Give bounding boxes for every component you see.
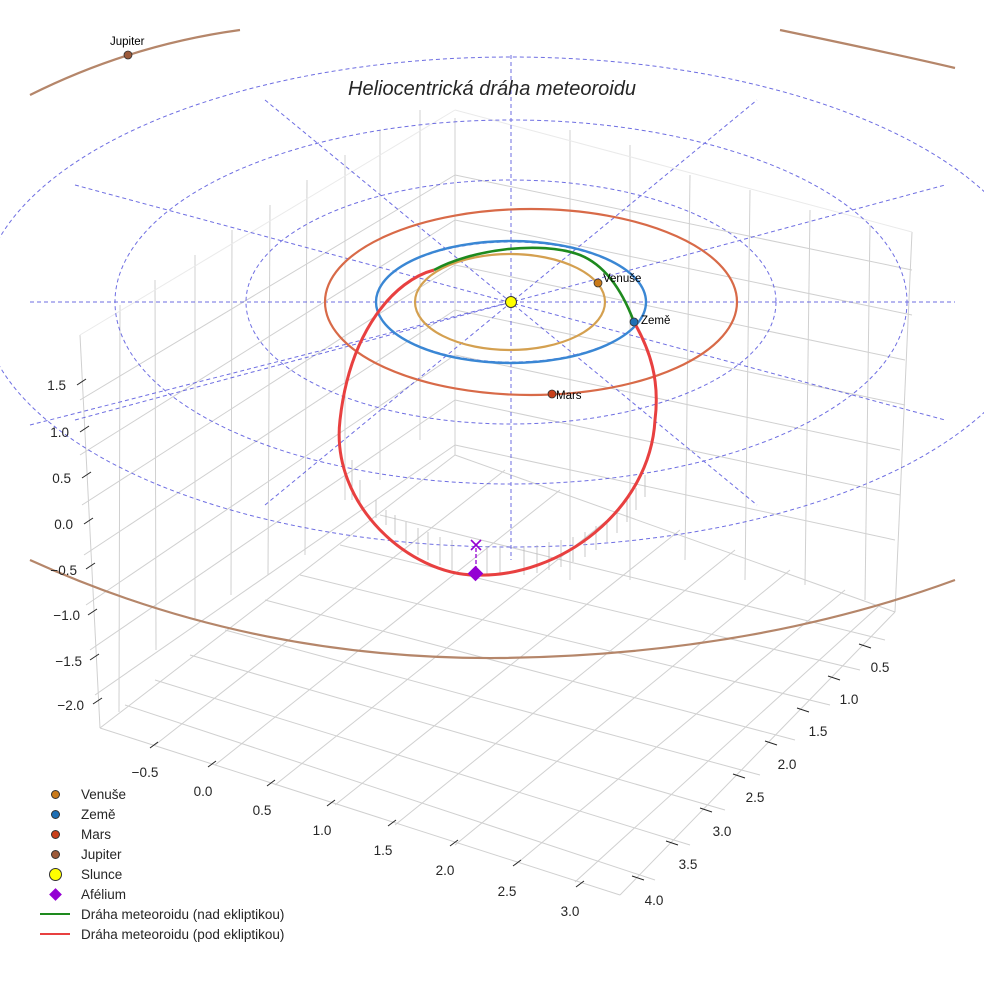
svg-text:1.5: 1.5 <box>47 378 66 393</box>
x-axis-labels: −0.5 0.0 0.5 1.0 1.5 2.0 2.5 3.0 <box>132 765 580 919</box>
jupiter-orbit <box>29 28 956 660</box>
svg-text:0.5: 0.5 <box>52 471 71 486</box>
legend-item-earth: Země <box>38 804 284 824</box>
sun-dot-icon <box>48 867 62 881</box>
mars-dot-icon <box>50 829 60 839</box>
svg-text:−1.0: −1.0 <box>53 608 80 623</box>
legend-item-sun: Slunce <box>38 864 284 884</box>
earth-marker <box>629 317 639 327</box>
svg-text:0.0: 0.0 <box>54 517 73 532</box>
legend-label: Venuše <box>81 786 127 802</box>
y-axis-labels: 0.5 1.0 1.5 2.0 2.5 3.0 3.5 4.0 <box>645 660 890 908</box>
y-axis-ticks <box>631 643 872 881</box>
venus-orbit <box>413 252 607 352</box>
jupiter-label: Jupiter <box>110 36 145 48</box>
z-axis-labels: 1.5 1.0 0.5 0.0 −0.5 −1.0 −1.5 −2.0 <box>47 378 84 713</box>
svg-text:3.0: 3.0 <box>713 824 732 839</box>
x-axis-ticks <box>149 741 585 888</box>
legend-label: Afélium <box>81 886 127 902</box>
earth-orbit <box>374 239 648 365</box>
green-line-icon <box>40 913 70 915</box>
legend-label: Mars <box>81 826 111 842</box>
mars-orbit <box>323 207 739 397</box>
svg-text:1.0: 1.0 <box>50 425 69 440</box>
legend-item-mars: Mars <box>38 824 284 844</box>
legend-item-orbit-below: Dráha meteoroidu (pod ekliptikou) <box>38 924 284 944</box>
chart-title: Heliocentrická dráha meteoroidu <box>348 78 636 100</box>
jupiter-dot-icon <box>50 849 60 859</box>
diamond-icon <box>48 887 62 901</box>
svg-text:2.0: 2.0 <box>778 757 797 772</box>
meteoroid-orbit-above <box>433 246 636 323</box>
svg-text:2.5: 2.5 <box>498 884 517 899</box>
svg-text:0.0: 0.0 <box>194 784 213 799</box>
svg-text:−0.5: −0.5 <box>50 563 77 578</box>
red-line-icon <box>40 933 70 935</box>
venus-marker <box>593 278 603 288</box>
sun-marker <box>505 296 517 308</box>
legend-item-orbit-above: Dráha meteoroidu (nad ekliptikou) <box>38 904 284 924</box>
legend-item-jupiter: Jupiter <box>38 844 284 864</box>
legend: Venuše Země Mars Jupiter Slunce Afélium … <box>38 784 284 944</box>
legend-label: Jupiter <box>81 846 122 862</box>
aphelion-projection-icon <box>470 539 482 551</box>
meteoroid-drop-lines <box>351 460 646 575</box>
svg-text:2.0: 2.0 <box>436 863 455 878</box>
svg-text:1.0: 1.0 <box>840 692 859 707</box>
legend-label: Slunce <box>81 866 123 882</box>
legend-label: Země <box>81 806 116 822</box>
jupiter-marker <box>123 50 133 60</box>
venus-dot-icon <box>50 789 60 799</box>
earth-dot-icon <box>50 809 60 819</box>
svg-text:3.0: 3.0 <box>561 904 580 919</box>
mars-marker <box>547 389 557 399</box>
svg-text:−1.5: −1.5 <box>55 654 82 669</box>
legend-label: Dráha meteoroidu (nad ekliptikou) <box>81 906 285 922</box>
svg-text:2.5: 2.5 <box>746 790 765 805</box>
polar-grid <box>0 55 984 560</box>
svg-text:1.5: 1.5 <box>809 724 828 739</box>
svg-text:1.5: 1.5 <box>374 843 393 858</box>
mars-label: Mars <box>556 390 582 402</box>
svg-text:1.0: 1.0 <box>313 823 332 838</box>
svg-text:−0.5: −0.5 <box>132 765 159 780</box>
svg-text:−2.0: −2.0 <box>57 698 84 713</box>
legend-item-venus: Venuše <box>38 784 284 804</box>
svg-text:0.5: 0.5 <box>871 660 890 675</box>
earth-label: Země <box>641 315 670 327</box>
z-axis-ticks <box>76 378 103 705</box>
meteoroid-orbit-below <box>337 268 658 577</box>
pane-grid <box>79 109 913 896</box>
svg-text:0.5: 0.5 <box>253 803 272 818</box>
venus-label: Venuše <box>603 273 641 285</box>
svg-text:3.5: 3.5 <box>679 857 698 872</box>
legend-label: Dráha meteoroidu (pod ekliptikou) <box>81 926 285 942</box>
legend-item-aphelion: Afélium <box>38 884 284 904</box>
svg-text:4.0: 4.0 <box>645 893 664 908</box>
